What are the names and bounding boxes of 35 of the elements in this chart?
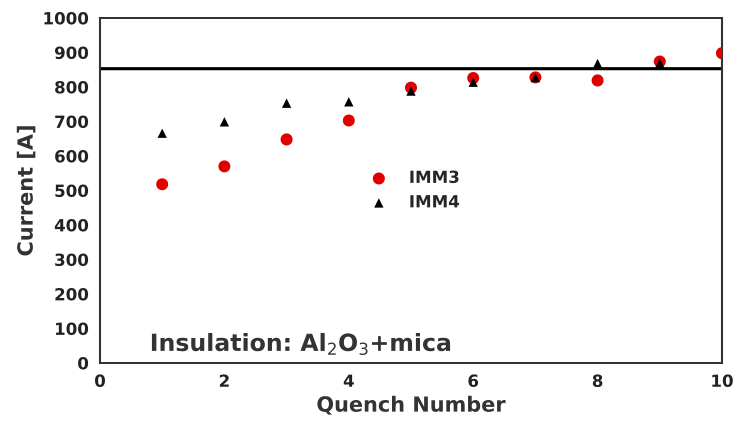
x-axis-title: Quench Number bbox=[317, 396, 506, 415]
point bbox=[406, 86, 416, 96]
x-tick-label: 0 bbox=[95, 374, 105, 388]
x-tick-label: 4 bbox=[344, 374, 354, 387]
point bbox=[156, 178, 168, 190]
y-tick-label: 500 bbox=[55, 184, 88, 198]
x-tick-label: 6 bbox=[468, 374, 478, 388]
y-tick-label: 400 bbox=[54, 218, 88, 232]
y-tick-label: 700 bbox=[55, 115, 88, 128]
point bbox=[158, 128, 167, 138]
x-tick-label: 2 bbox=[220, 374, 229, 387]
y-tick-label: 200 bbox=[55, 288, 88, 301]
point bbox=[220, 117, 230, 127]
y-axis-title: Current [A] bbox=[16, 126, 36, 256]
y-tick-label: 0 bbox=[78, 356, 88, 370]
y-tick-label: 1000 bbox=[44, 12, 88, 25]
point bbox=[218, 160, 230, 172]
legend-label: IMM3 bbox=[410, 170, 458, 184]
point bbox=[282, 98, 292, 108]
point bbox=[592, 74, 604, 86]
point bbox=[342, 114, 355, 126]
y-tick-label: 600 bbox=[55, 150, 88, 163]
y-tick-label: 100 bbox=[56, 322, 88, 336]
point bbox=[655, 58, 664, 68]
y-tick-label: 900 bbox=[54, 46, 88, 60]
point bbox=[344, 97, 354, 106]
point bbox=[280, 133, 293, 146]
annotation: Insulation: Al$_{2}$O$_{3}$+mica bbox=[152, 332, 450, 356]
legend-label: IMM4 bbox=[410, 195, 460, 208]
x-tick-label: 10 bbox=[712, 374, 733, 388]
point bbox=[468, 78, 478, 87]
y-tick-label: 800 bbox=[55, 80, 88, 94]
y-tick-label: 300 bbox=[55, 253, 88, 266]
point bbox=[592, 58, 602, 68]
x-tick-label: 8 bbox=[592, 374, 602, 388]
